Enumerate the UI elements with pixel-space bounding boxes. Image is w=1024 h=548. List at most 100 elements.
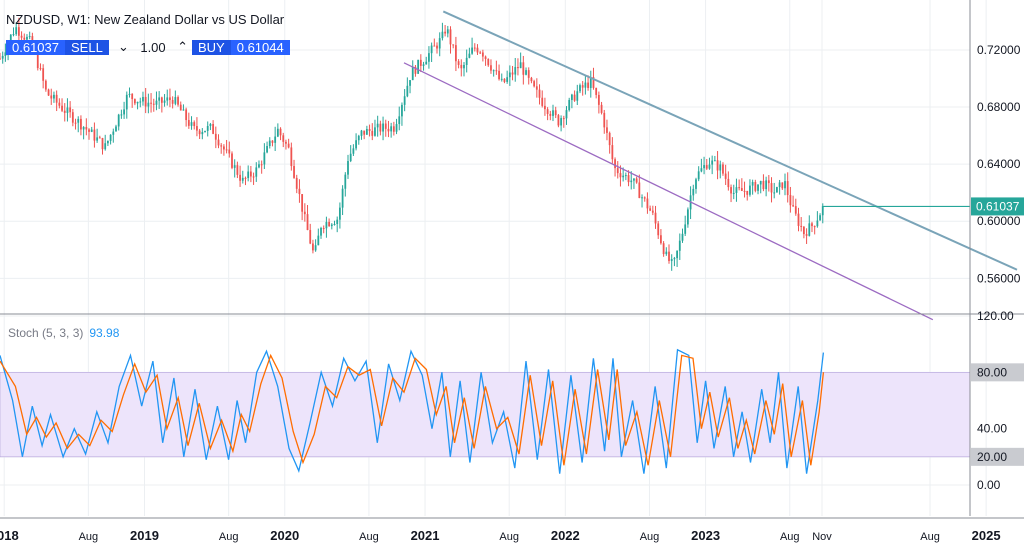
candle bbox=[382, 123, 384, 132]
candle bbox=[498, 70, 500, 80]
candle bbox=[139, 101, 142, 103]
candle bbox=[322, 227, 325, 229]
candle bbox=[368, 129, 371, 131]
candle bbox=[341, 188, 344, 208]
candle bbox=[449, 29, 452, 45]
candle bbox=[220, 145, 223, 147]
candle bbox=[759, 180, 762, 185]
candle bbox=[58, 102, 61, 106]
candle bbox=[74, 122, 77, 124]
candle bbox=[438, 38, 441, 49]
x-tick-label: 2023 bbox=[691, 528, 720, 543]
candle bbox=[209, 123, 212, 127]
candle bbox=[174, 97, 177, 104]
candle bbox=[611, 145, 614, 160]
candle bbox=[633, 178, 635, 181]
candle bbox=[23, 37, 26, 40]
candle bbox=[198, 130, 201, 135]
candle bbox=[684, 224, 687, 234]
candle bbox=[508, 72, 511, 78]
candle bbox=[660, 235, 662, 244]
candle bbox=[90, 129, 93, 132]
candle bbox=[554, 110, 557, 116]
lower-trendline[interactable] bbox=[403, 62, 934, 321]
candle bbox=[225, 149, 228, 151]
candle bbox=[101, 138, 104, 150]
stoch-legend: Stoch (5, 3, 3) 93.98 bbox=[8, 326, 119, 340]
candle bbox=[96, 137, 99, 141]
x-tick-label: Aug bbox=[79, 531, 99, 543]
candle bbox=[414, 66, 417, 74]
candle bbox=[155, 100, 158, 105]
candle bbox=[797, 213, 800, 226]
candle bbox=[169, 97, 171, 100]
candle bbox=[460, 64, 463, 69]
candle bbox=[544, 105, 546, 110]
candle bbox=[622, 175, 625, 178]
candle bbox=[576, 91, 579, 101]
candle bbox=[352, 148, 355, 154]
candle bbox=[657, 223, 660, 236]
candle bbox=[249, 171, 252, 177]
quantity-stepper[interactable]: ⌄ 1.00 ⌃ bbox=[118, 36, 188, 58]
candle bbox=[260, 164, 263, 166]
candle bbox=[384, 123, 387, 129]
candle bbox=[196, 126, 198, 131]
candle bbox=[398, 116, 401, 125]
candle bbox=[713, 160, 716, 162]
x-tick-label: Nov bbox=[812, 531, 832, 543]
candle bbox=[0, 58, 1, 60]
candle bbox=[651, 210, 654, 213]
candle bbox=[142, 96, 144, 102]
candle bbox=[287, 143, 290, 148]
candle bbox=[355, 140, 357, 149]
candle bbox=[282, 135, 285, 142]
candle bbox=[441, 31, 444, 39]
candle bbox=[487, 58, 490, 66]
chevron-down-icon[interactable]: ⌄ bbox=[118, 39, 129, 54]
chevron-up-icon[interactable]: ⌃ bbox=[177, 39, 188, 54]
candle bbox=[436, 45, 438, 49]
candle bbox=[128, 93, 131, 95]
buy-button[interactable]: BUY 0.61044 bbox=[192, 36, 295, 58]
stoch-tick-label: 40.00 bbox=[977, 422, 1007, 436]
candle bbox=[468, 53, 471, 58]
candle bbox=[217, 139, 220, 146]
candle bbox=[794, 206, 797, 214]
candle bbox=[630, 180, 633, 183]
candle bbox=[562, 118, 565, 120]
x-tick-label: 2020 bbox=[270, 528, 299, 543]
candle bbox=[695, 179, 697, 189]
candle bbox=[762, 180, 765, 190]
candle bbox=[786, 181, 789, 196]
candle bbox=[344, 174, 347, 189]
sell-button[interactable]: 0.61037 SELL bbox=[6, 36, 113, 58]
candle bbox=[481, 52, 484, 57]
candle bbox=[17, 27, 20, 36]
candle bbox=[206, 126, 209, 131]
candle bbox=[811, 223, 813, 227]
candle bbox=[133, 99, 136, 104]
candle bbox=[63, 110, 66, 113]
candle bbox=[379, 123, 382, 132]
candle bbox=[506, 77, 509, 82]
stoch-d-line bbox=[0, 353, 825, 466]
x-tick-label: 2022 bbox=[551, 528, 580, 543]
candle bbox=[71, 112, 74, 123]
quantity-value[interactable]: 1.00 bbox=[140, 39, 166, 55]
candle bbox=[463, 64, 465, 69]
candle bbox=[77, 118, 80, 123]
candle bbox=[419, 59, 422, 66]
candle bbox=[306, 214, 309, 231]
candle bbox=[638, 182, 641, 198]
candle bbox=[403, 96, 406, 105]
candle bbox=[36, 50, 39, 69]
candle bbox=[163, 100, 166, 103]
candle bbox=[670, 259, 673, 262]
candle bbox=[676, 250, 679, 259]
candle bbox=[320, 227, 322, 236]
upper-trendline[interactable] bbox=[442, 10, 1018, 271]
x-tick-label: 2019 bbox=[130, 528, 159, 543]
candle bbox=[560, 118, 563, 126]
